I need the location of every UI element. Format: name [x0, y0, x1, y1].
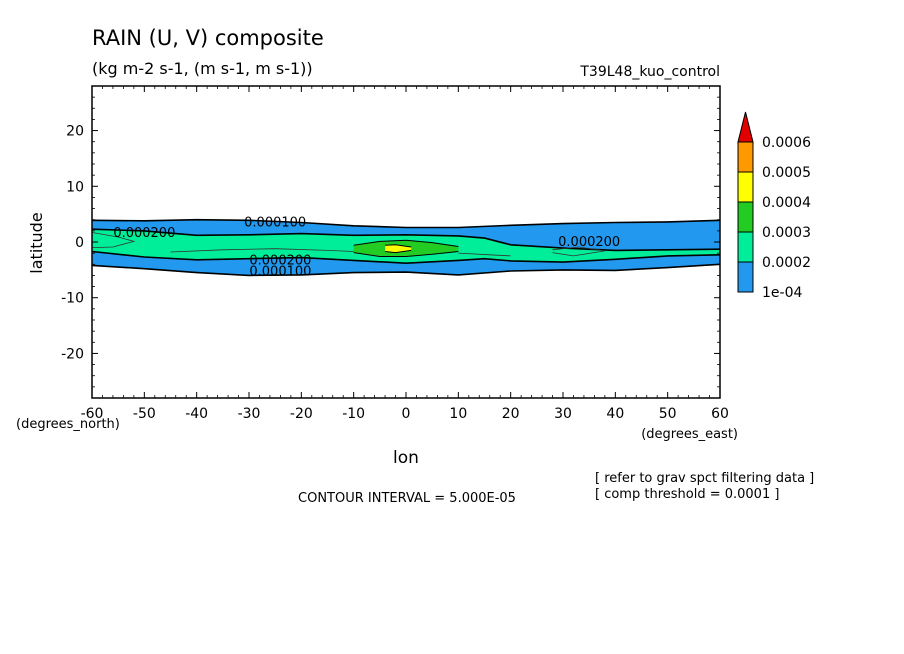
contour-line-upper-0 [92, 218, 720, 229]
note-filtering: [ refer to grav spct filtering data ] [595, 471, 814, 486]
colorbar-segment [737, 141, 754, 173]
colorbar-label: 0.0005 [762, 165, 811, 181]
colorbar-label: 1e-04 [762, 285, 802, 301]
colorbar-label: 0.0003 [762, 225, 811, 241]
contour-line-lower-3 [385, 249, 412, 254]
contour-line-upper-2 [353, 239, 459, 247]
contour-line-thin-2 [552, 246, 605, 257]
colorbar-segment [737, 261, 754, 293]
run-label: T39L48_kuo_control [579, 64, 720, 80]
y-axis-label: latitude [27, 212, 46, 273]
colorbar-label: 0.0006 [762, 135, 811, 151]
x-tick-label: 40 [606, 406, 624, 422]
x-tick-label: 50 [659, 406, 677, 422]
x-tick-label: -40 [185, 406, 208, 422]
contour-line-thin-3 [458, 252, 511, 257]
contour-label-4: 0.000100 [249, 264, 311, 279]
note-threshold: [ comp threshold = 0.0001 ] [595, 487, 779, 502]
y-tick-label: 0 [75, 235, 84, 251]
x-axis: -60 -50 -40 -30 -20 -10 0 10 20 30 40 50 60 [81, 86, 729, 422]
x-tick-label: 0 [402, 406, 411, 422]
x-axis-label: lon [393, 448, 419, 468]
x-tick-label: -30 [238, 406, 261, 422]
x-tick-label: 10 [449, 406, 467, 422]
chart-title: RAIN (U, V) composite [92, 26, 324, 50]
x-tick-label: -10 [342, 406, 365, 422]
y-tick-label: 10 [66, 179, 84, 195]
colorbar-segment [737, 171, 754, 203]
contour-interval-text: CONTOUR INTERVAL = 5.000E-05 [298, 491, 516, 506]
contour-band-3 [385, 244, 412, 253]
contour-line-thin-0 [92, 232, 136, 248]
x-tick-label: 60 [711, 406, 729, 422]
colorbar-segment [737, 231, 754, 263]
contour-line-layer [92, 218, 720, 277]
chart-subtitle: (kg m-2 s-1, (m s-1, m s-1)) [92, 59, 313, 78]
y-tick-label: -20 [61, 346, 84, 362]
contour-line-lower-0 [92, 263, 720, 277]
x-tick-label: -50 [133, 406, 156, 422]
contour-line-thin-1 [170, 248, 354, 253]
contour-line-upper-3 [385, 244, 412, 248]
contour-line-lower-1 [92, 250, 720, 265]
y-tick-label: 20 [66, 124, 84, 140]
colorbar: 0.0006 0.0005 0.0004 0.0003 0.0002 1e-04 [737, 111, 811, 301]
contour-label-2: 0.000200 [558, 235, 620, 250]
contour-label-0: 0.000100 [244, 215, 306, 230]
colorbar-label: 0.0004 [762, 195, 811, 211]
y-units-label: (degrees_north) [16, 417, 120, 432]
x-tick-label: 20 [502, 406, 520, 422]
contour-line-lower-2 [353, 251, 459, 257]
colorbar-arrow [737, 111, 754, 143]
y-tick-label: -10 [61, 291, 84, 307]
x-tick-label: -20 [290, 406, 313, 422]
contour-label-3: 0.000200 [249, 253, 311, 268]
x-tick-label: 30 [554, 406, 572, 422]
y-axis: 20 10 0 -10 -20 [61, 96, 720, 388]
x-units-label: (degrees_east) [641, 427, 738, 442]
colorbar-label: 0.0002 [762, 255, 811, 271]
colorbar-segment [737, 201, 754, 233]
x-tick-label: -60 [81, 406, 104, 422]
contour-label-1: 0.000200 [113, 226, 175, 241]
contour-line-upper-1 [92, 228, 720, 252]
